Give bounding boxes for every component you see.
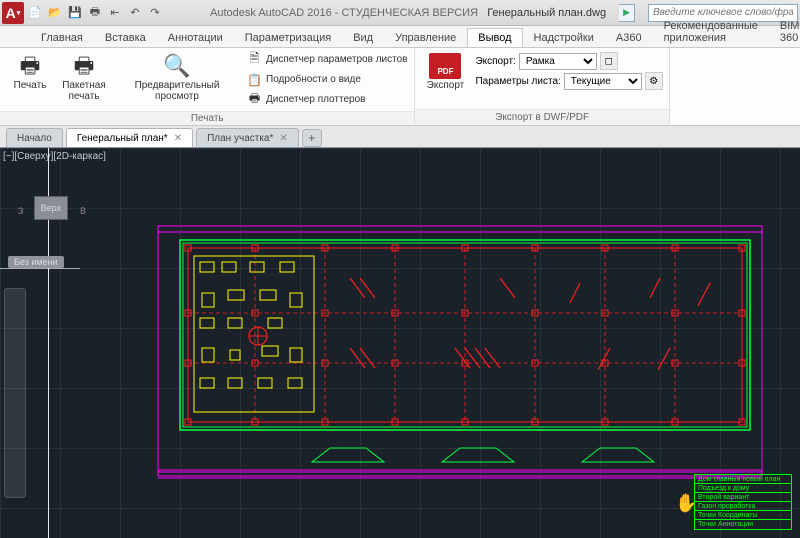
genplan-tab-label: Генеральный план* [77,133,168,144]
export-button-label: Экспорт [427,80,465,91]
viewcube-west[interactable]: З [18,206,23,216]
ribbon: 🖶Печать🖶Пакетная печать🔍Предварительный … [0,48,800,126]
ribbon-tab-вывод[interactable]: Вывод [467,28,522,47]
page-setup-mgr[interactable]: 🗎 Диспетчер параметров листов [244,50,410,69]
viewcube-east[interactable]: В [80,206,86,216]
genplan-tab-close-icon[interactable]: ✕ [174,133,182,144]
search-go-icon[interactable]: ▶ [619,4,635,22]
legend-row-0[interactable]: Дом главный новый план [695,475,791,484]
start-tab-label: Начало [17,133,52,144]
print-button-icon: 🖶 [14,52,46,80]
batch-print-button-icon: 🖶 [68,52,100,80]
legend-row-5[interactable]: Точки Аннотации [695,520,791,529]
batch-print-button-label: Пакетная печать [60,80,108,102]
quick-access-toolbar: 📄📂💾🖶⇤↶↷ [26,4,164,22]
ribbon-tab-надстройки[interactable]: Надстройки [523,28,605,47]
ucs-label[interactable]: Без имени [8,256,64,268]
batch-print-button[interactable]: 🖶Пакетная печать [58,50,110,104]
ribbon-tab-рекомендованные приложения[interactable]: Рекомендованные приложения [653,16,769,47]
ribbon-tab-главная[interactable]: Главная [30,28,94,47]
plotter-mgr-icon: 🖶 [247,89,262,110]
ribbon-tab-аннотации[interactable]: Аннотации [157,28,234,47]
page-setup-mgr-label: Диспетчер параметров листов [266,54,407,65]
export-label: Экспорт: [475,56,515,67]
ribbon-tab-bim 360[interactable]: BIM 360 [769,16,800,47]
plot-tab-close-icon[interactable]: ✕ [279,133,287,144]
ribbon-tabs: ГлавнаяВставкаАннотацииПараметризацияВид… [0,26,800,48]
viewcube[interactable]: З В Верх [16,178,86,248]
legend-row-1[interactable]: Подъезд к дому [695,484,791,493]
ribbon-tab-вставка[interactable]: Вставка [94,28,157,47]
drawing-area[interactable]: [−][Сверху][2D-каркас] З В Верх Без имен… [0,148,800,538]
ribbon-group-label: Печать [0,111,414,125]
view-details-icon: 📋 [247,73,262,87]
ribbon-tab-управление[interactable]: Управление [384,28,467,47]
export-combo[interactable]: Рамка [519,53,597,70]
viewport-label[interactable]: [−][Сверху][2D-каркас] [3,151,106,162]
crosshair-horizontal [0,268,80,269]
preview-button-label: Предварительный просмотр [114,80,240,102]
ribbon-tab-параметризация[interactable]: Параметризация [234,28,342,47]
qat-btn-0[interactable]: 📄 [26,4,44,22]
cad-drawing [150,178,770,538]
sheet-settings-icon[interactable]: ⚙ [645,72,663,90]
start-tab[interactable]: Начало [6,128,63,147]
page-setup-mgr-icon: 🗎 [247,49,262,70]
navigation-bar[interactable] [4,288,26,498]
app-title: Autodesk AutoCAD 2016 - СТУДЕНЧЕСКАЯ ВЕР… [210,7,606,19]
export-window-icon[interactable]: ◻ [600,52,618,70]
new-tab-button[interactable]: + [302,129,322,147]
qat-btn-5[interactable]: ↶ [126,4,144,22]
genplan-tab[interactable]: Генеральный план* ✕ [66,128,193,147]
qat-btn-3[interactable]: 🖶 [86,4,104,22]
qat-btn-1[interactable]: 📂 [46,4,64,22]
document-tabs: Начало Генеральный план* ✕ План участка* ✕ + [0,126,800,148]
sheet-combo[interactable]: Текущие [564,73,642,90]
ribbon-tab-a360[interactable]: A360 [605,28,653,47]
preview-button-icon: 🔍 [161,52,193,80]
pan-cursor-icon: ✋ [675,493,697,514]
export-button-icon: PDF [429,52,461,80]
plotter-mgr[interactable]: 🖶 Диспетчер плоттеров [244,90,410,109]
qat-btn-6[interactable]: ↷ [146,4,164,22]
preview-button[interactable]: 🔍Предварительный просмотр [112,50,242,104]
layer-legend[interactable]: ✋ Дом главный новый планПодъезд к домуВт… [694,474,792,530]
export-button[interactable]: PDFЭкспорт [419,50,471,93]
qat-btn-4[interactable]: ⇤ [106,4,124,22]
view-details[interactable]: 📋 Подробности о виде [244,70,410,89]
legend-row-4[interactable]: Точки Координаты [695,511,791,520]
plotter-mgr-label: Диспетчер плоттеров [266,94,365,105]
print-button[interactable]: 🖶Печать [4,50,56,93]
legend-row-2[interactable]: Второй вариант [695,493,791,502]
print-button-label: Печать [14,80,47,91]
legend-row-3[interactable]: Газон проработка [695,502,791,511]
viewcube-top-face[interactable]: Верх [34,196,68,220]
ribbon-group-label: Экспорт в DWF/PDF [415,109,668,125]
app-menu-button[interactable]: A [2,2,24,24]
view-details-label: Подробности о виде [266,74,361,85]
sheet-label: Параметры листа: [475,76,560,87]
qat-btn-2[interactable]: 💾 [66,4,84,22]
plot-tab-label: План участка* [207,133,273,144]
ribbon-tab-вид[interactable]: Вид [342,28,384,47]
plot-tab[interactable]: План участка* ✕ [196,128,299,147]
